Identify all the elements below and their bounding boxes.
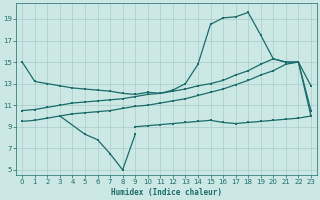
X-axis label: Humidex (Indice chaleur): Humidex (Indice chaleur) [111,188,222,197]
